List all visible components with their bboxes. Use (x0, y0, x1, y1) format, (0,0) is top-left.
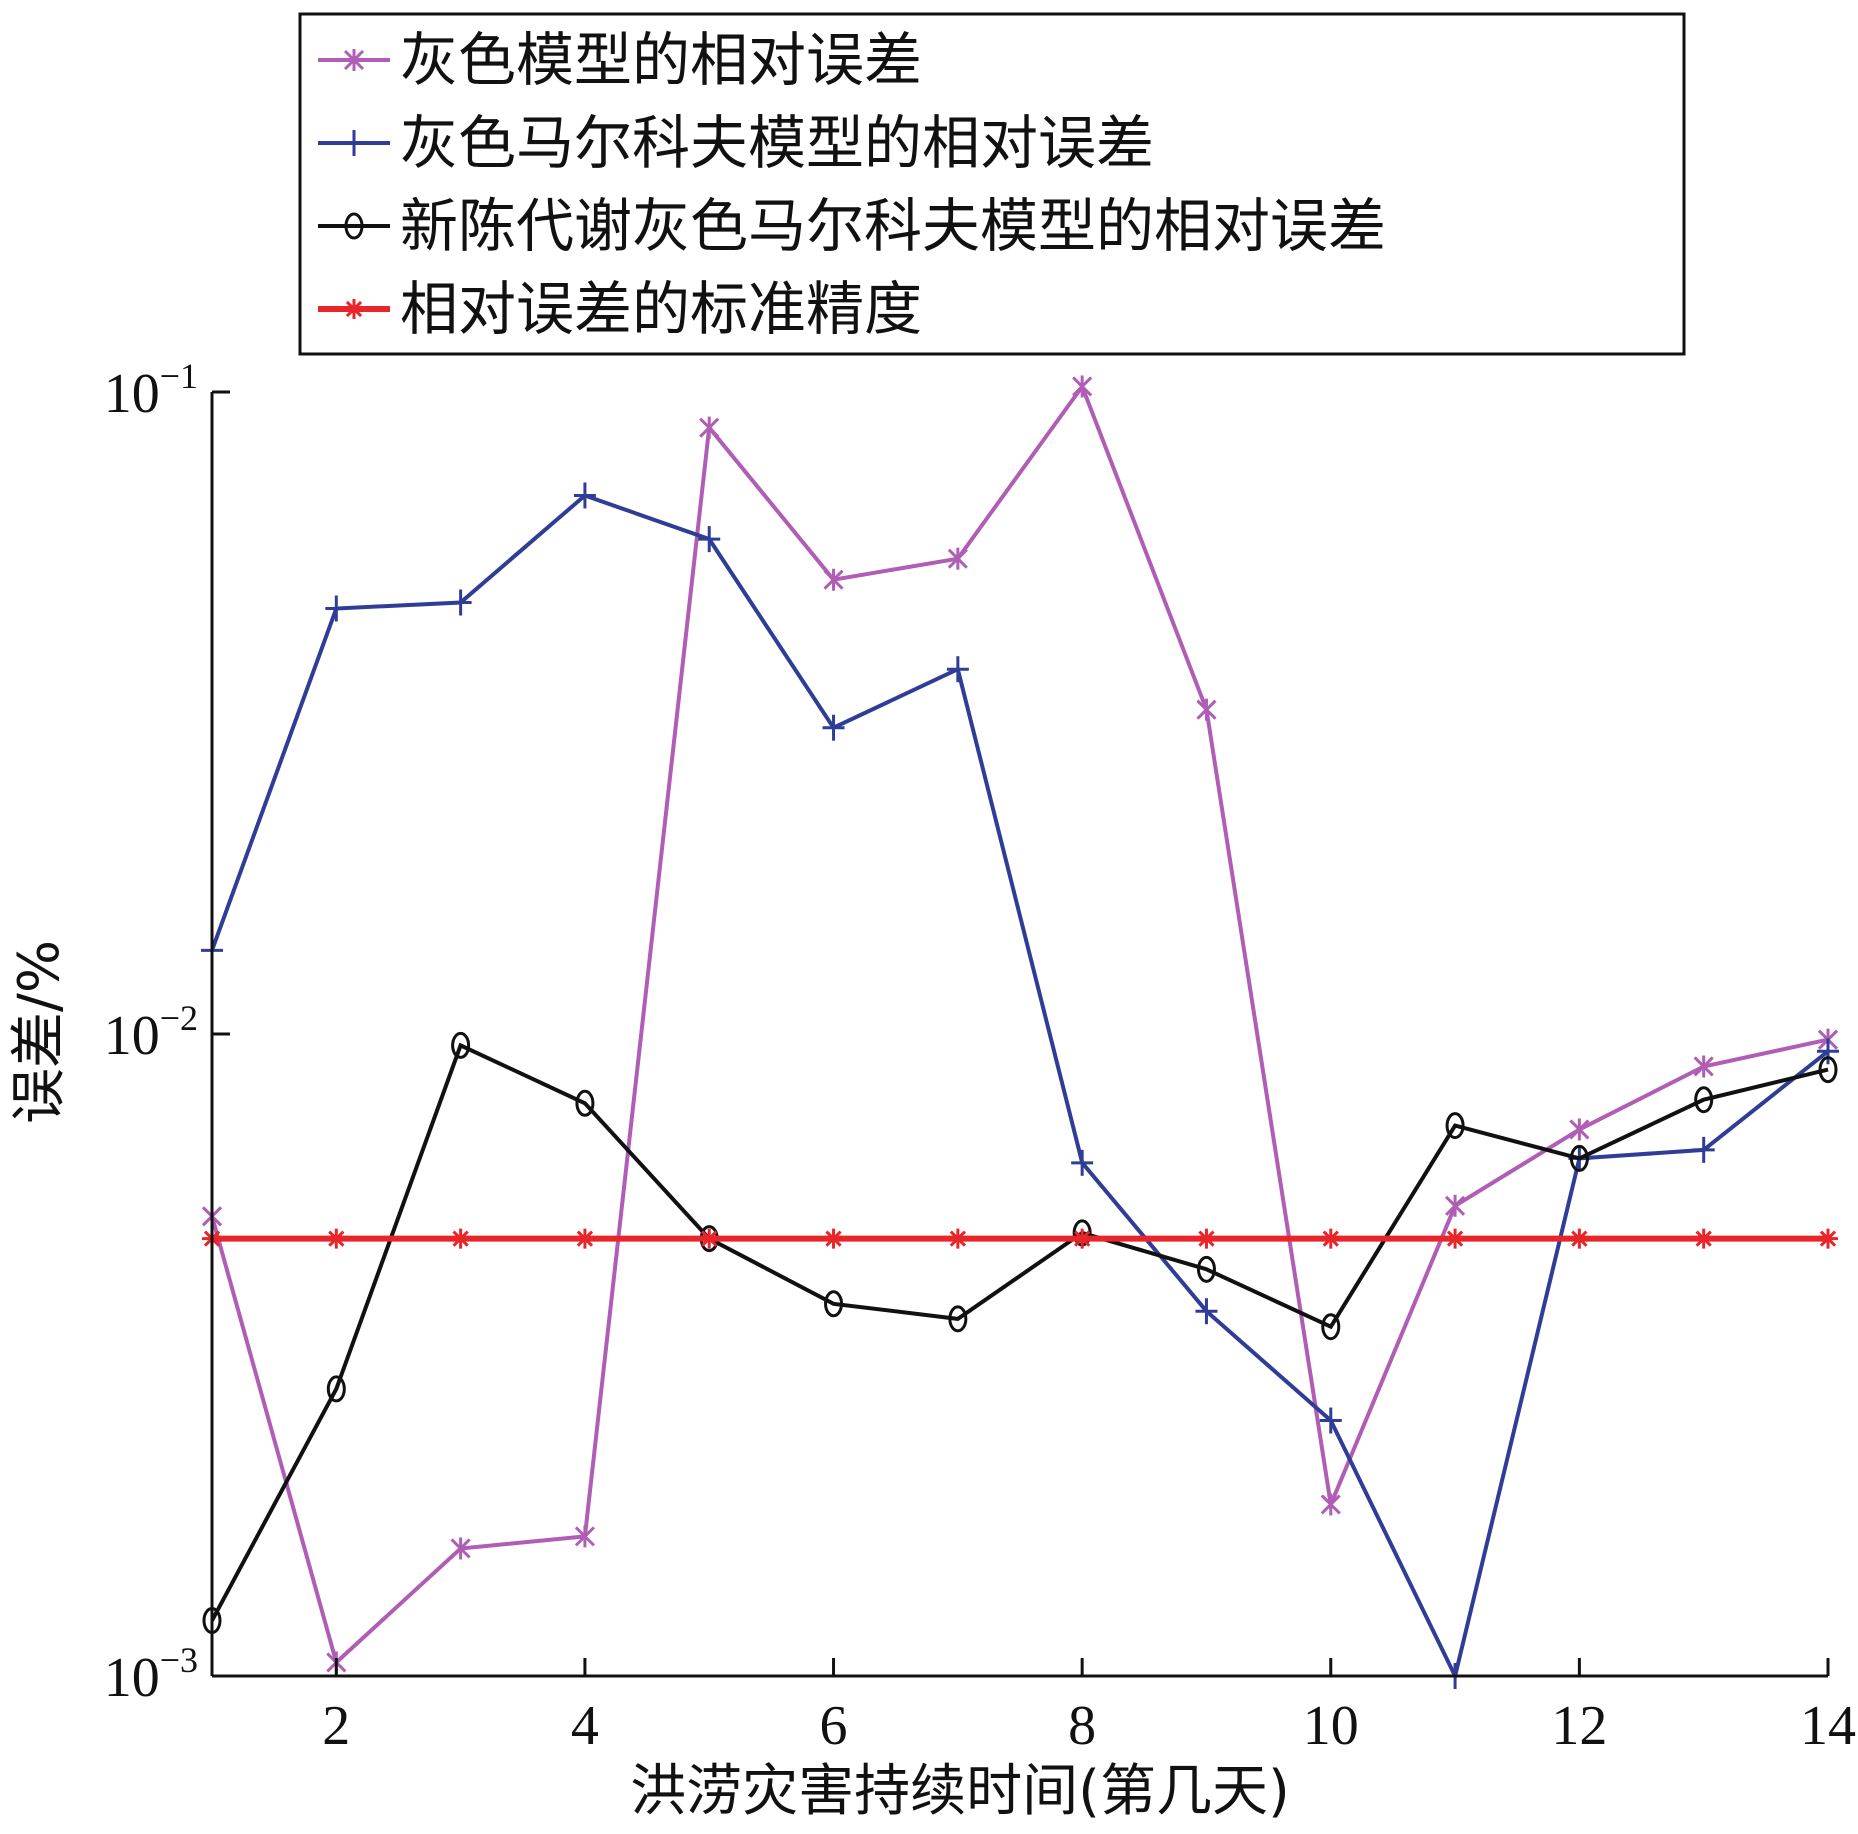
series-4-point (1072, 1228, 1093, 1249)
series-3-point (1694, 1086, 1714, 1114)
legend-marker (344, 212, 364, 240)
y-tick-label: 10−2 (104, 998, 198, 1067)
series-2-point (573, 482, 596, 509)
series-3-line (210, 1042, 1829, 1622)
series-3-point (1196, 1255, 1216, 1283)
series-1-point (450, 1537, 471, 1560)
series-3-point (948, 1305, 968, 1333)
y-axis-label: 误差/% (7, 940, 72, 1124)
series-2-point (822, 714, 845, 741)
series-1-line (210, 382, 1829, 1667)
series-4 (202, 1228, 1838, 1249)
series-1-point (1320, 1493, 1341, 1516)
legend-marker (343, 130, 365, 156)
legend-item-4: 相对误差的标准精度 (318, 275, 922, 343)
series-1-point (947, 547, 968, 570)
series-2-point (1817, 1038, 1839, 1065)
y-tick-label: 10−1 (104, 356, 198, 425)
series-1-point (574, 1525, 595, 1548)
series-1-point (1569, 1118, 1590, 1141)
series-2-point (1692, 1136, 1715, 1163)
series-3-point (1445, 1112, 1465, 1140)
series-3-point (1569, 1144, 1589, 1172)
x-tick-label: 10 (1303, 1695, 1359, 1757)
x-tick-label: 14 (1800, 1695, 1856, 1757)
series-4-point (823, 1228, 844, 1249)
series-4-point (1320, 1228, 1341, 1249)
legend-item-2: 灰色马尔科夫模型的相对误差 (318, 109, 1154, 177)
legend-marker (344, 299, 364, 319)
series-2-point (698, 526, 721, 553)
series-3 (202, 1031, 1838, 1635)
series-2-point (946, 656, 969, 683)
legend-item-3: 新陈代谢灰色马尔科夫模型的相对误差 (318, 192, 1386, 260)
series-1-point (823, 568, 844, 591)
legend-label: 灰色马尔科夫模型的相对误差 (400, 109, 1154, 177)
legend-label: 相对误差的标准精度 (400, 275, 922, 343)
series-2-point (1195, 1298, 1218, 1325)
series-2-point (1319, 1407, 1342, 1434)
series-2-point (449, 589, 472, 616)
series-4-point (699, 1228, 720, 1249)
series-1 (201, 375, 1839, 1674)
series-4-point (1196, 1228, 1217, 1249)
series-3-point (1818, 1056, 1838, 1084)
series-3-point (575, 1089, 595, 1117)
series-4-point (1569, 1228, 1590, 1249)
series-1-point (1445, 1194, 1466, 1217)
legend: 灰色模型的相对误差灰色马尔科夫模型的相对误差新陈代谢灰色马尔科夫模型的相对误差相… (298, 12, 1686, 356)
series-2-point (1071, 1149, 1094, 1176)
legend-items: 灰色模型的相对误差灰色马尔科夫模型的相对误差新陈代谢灰色马尔科夫模型的相对误差相… (318, 26, 1386, 343)
x-tick-label: 8 (1068, 1695, 1096, 1757)
x-tick-label: 12 (1551, 1695, 1607, 1757)
series-4-point (1445, 1228, 1466, 1249)
series-2-point (325, 595, 348, 622)
x-axis-label: 洪涝灾害持续时间(第几天) (630, 1759, 1290, 1824)
ticks-layer: 2 4 6 8 10 12 14 10−3 10−2 10−1 (104, 356, 1856, 1757)
x-tick-label: 4 (571, 1695, 599, 1757)
series-4-point (326, 1228, 347, 1249)
legend-label: 新陈代谢灰色马尔科夫模型的相对误差 (400, 192, 1386, 260)
series-1-point (699, 416, 720, 439)
series-1-point (1072, 375, 1093, 398)
series-4-point (1818, 1228, 1838, 1249)
series-3-point (451, 1031, 471, 1059)
series-3-point (1321, 1313, 1341, 1341)
series-1-point (1196, 698, 1217, 721)
series-layer (201, 375, 1839, 1689)
legend-box (298, 12, 1686, 356)
legend-label: 灰色模型的相对误差 (400, 26, 922, 94)
series-4-point (1693, 1228, 1714, 1249)
series-4-point (574, 1228, 595, 1249)
legend-marker (343, 49, 365, 71)
axes-layer (210, 392, 1828, 1678)
series-3-point (824, 1290, 844, 1318)
series-4-point (450, 1228, 471, 1249)
series-2-line (210, 493, 1830, 1682)
series-4-point (947, 1228, 968, 1249)
y-tick-label: 10−3 (104, 1640, 198, 1709)
x-tick-label: 2 (322, 1695, 350, 1757)
series-3-point (326, 1375, 346, 1403)
legend-item-1: 灰色模型的相对误差 (318, 26, 922, 94)
x-tick-label: 6 (820, 1695, 848, 1757)
series-1-point (1693, 1055, 1714, 1078)
